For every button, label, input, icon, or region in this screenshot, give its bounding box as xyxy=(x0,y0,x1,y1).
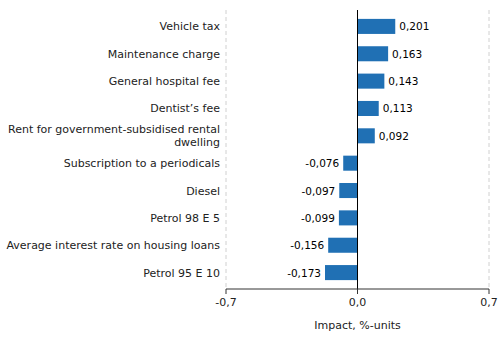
grid-line xyxy=(489,10,490,289)
category-label-line: Petrol 98 E 5 xyxy=(150,212,220,225)
bar xyxy=(358,19,396,34)
x-axis: -0,7 0,0 0,7 xyxy=(215,289,497,309)
bar xyxy=(339,183,357,198)
tick-mark xyxy=(357,289,358,294)
data-label: -0,173 xyxy=(287,267,321,279)
bars xyxy=(325,19,395,280)
data-label: 0,143 xyxy=(388,75,418,87)
data-label: -0,097 xyxy=(301,185,335,197)
category-label: Rent for government-subsidised rentaldwe… xyxy=(8,123,220,149)
category-label: Subscription to a periodicals xyxy=(64,157,221,170)
category-label-line: Petrol 95 E 10 xyxy=(143,267,220,280)
category-labels: Petrol 95 E 10 Average interest rate on h… xyxy=(6,20,220,279)
data-label: 0,163 xyxy=(392,48,422,60)
category-label: Petrol 98 E 5 xyxy=(150,212,220,225)
bar xyxy=(358,101,379,116)
chart: Petrol 95 E 10 Average interest rate on h… xyxy=(0,0,499,337)
grid-line xyxy=(226,10,227,289)
category-label-line: Rent for government-subsidised rental xyxy=(8,123,220,136)
category-label-line: dwelling xyxy=(174,136,220,149)
data-label: 0,092 xyxy=(379,130,409,142)
category-label: Petrol 95 E 10 xyxy=(143,267,220,280)
data-labels: -0,173 -0,156 -0,099 -0,097 -0,076 0,092 0,113… xyxy=(287,20,429,278)
bar xyxy=(339,210,358,225)
bar xyxy=(328,238,357,253)
bar xyxy=(358,46,389,61)
category-label-line: Vehicle tax xyxy=(160,20,221,33)
bar xyxy=(325,265,357,280)
tick-label: 0,0 xyxy=(349,296,367,309)
zero-line xyxy=(357,10,358,289)
data-label: 0,113 xyxy=(383,102,413,114)
tick-mark xyxy=(226,289,227,294)
bar xyxy=(343,156,357,171)
category-label: Dentist’s fee xyxy=(150,102,220,115)
category-label: Vehicle tax xyxy=(160,20,221,33)
category-label: Average interest rate on housing loans xyxy=(6,239,220,252)
data-label: -0,099 xyxy=(301,212,335,224)
category-label-line: Dentist’s fee xyxy=(150,102,220,115)
category-label-line: Subscription to a periodicals xyxy=(64,157,221,170)
tick-mark xyxy=(489,289,490,294)
data-label: -0,156 xyxy=(290,239,324,251)
category-label: General hospital fee xyxy=(109,75,221,88)
category-label-line: Average interest rate on housing loans xyxy=(6,239,220,252)
bar xyxy=(358,128,375,143)
category-label-line: Diesel xyxy=(186,185,220,198)
grid xyxy=(226,10,489,289)
tick-label: -0,7 xyxy=(215,296,236,309)
x-axis-label: Impact, %-units xyxy=(314,319,401,332)
category-label-line: Maintenance charge xyxy=(108,48,220,61)
grid-line xyxy=(357,10,358,289)
category-label-line: General hospital fee xyxy=(109,75,221,88)
data-label: -0,076 xyxy=(305,157,339,169)
category-label: Maintenance charge xyxy=(108,48,220,61)
tick-label: 0,7 xyxy=(480,296,498,309)
data-label: 0,201 xyxy=(399,20,429,32)
category-label: Diesel xyxy=(186,185,220,198)
bar xyxy=(358,74,385,89)
